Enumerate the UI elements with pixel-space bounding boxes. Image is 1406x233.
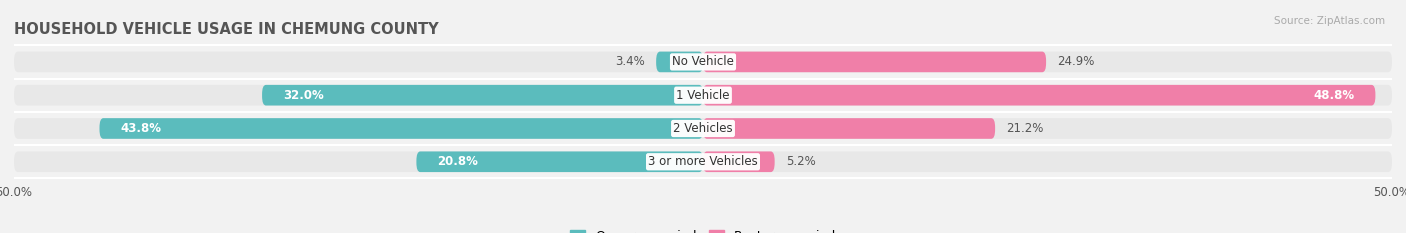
- Text: 3.4%: 3.4%: [616, 55, 645, 69]
- FancyBboxPatch shape: [416, 151, 703, 172]
- Text: HOUSEHOLD VEHICLE USAGE IN CHEMUNG COUNTY: HOUSEHOLD VEHICLE USAGE IN CHEMUNG COUNT…: [14, 22, 439, 37]
- Text: 21.2%: 21.2%: [1007, 122, 1043, 135]
- Text: 3 or more Vehicles: 3 or more Vehicles: [648, 155, 758, 168]
- Text: 2 Vehicles: 2 Vehicles: [673, 122, 733, 135]
- FancyBboxPatch shape: [14, 118, 1392, 139]
- Text: 32.0%: 32.0%: [283, 89, 323, 102]
- FancyBboxPatch shape: [703, 85, 1375, 106]
- FancyBboxPatch shape: [14, 51, 1392, 72]
- FancyBboxPatch shape: [703, 151, 775, 172]
- FancyBboxPatch shape: [14, 151, 1392, 172]
- Text: 48.8%: 48.8%: [1313, 89, 1355, 102]
- FancyBboxPatch shape: [262, 85, 703, 106]
- FancyBboxPatch shape: [657, 51, 703, 72]
- Text: 43.8%: 43.8%: [120, 122, 162, 135]
- Legend: Owner-occupied, Renter-occupied: Owner-occupied, Renter-occupied: [565, 225, 841, 233]
- FancyBboxPatch shape: [703, 118, 995, 139]
- Text: 1 Vehicle: 1 Vehicle: [676, 89, 730, 102]
- FancyBboxPatch shape: [14, 85, 1392, 106]
- Text: 20.8%: 20.8%: [437, 155, 478, 168]
- Text: 5.2%: 5.2%: [786, 155, 815, 168]
- Text: Source: ZipAtlas.com: Source: ZipAtlas.com: [1274, 16, 1385, 26]
- FancyBboxPatch shape: [100, 118, 703, 139]
- Text: 24.9%: 24.9%: [1057, 55, 1094, 69]
- FancyBboxPatch shape: [703, 51, 1046, 72]
- Text: No Vehicle: No Vehicle: [672, 55, 734, 69]
